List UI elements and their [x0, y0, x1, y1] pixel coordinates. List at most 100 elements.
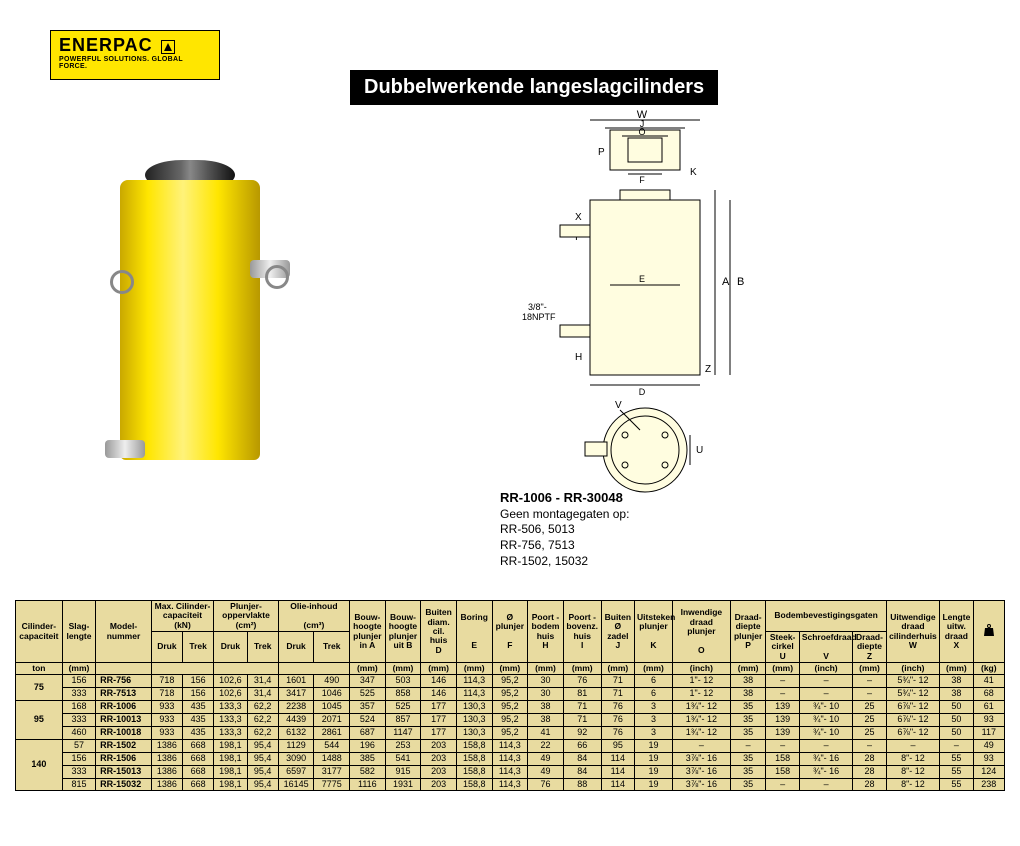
data-cell: RR-15032 [96, 778, 152, 791]
data-cell: RR-7513 [96, 688, 152, 701]
svg-text:3/8"-: 3/8"- [528, 302, 547, 312]
data-cell: 95 [601, 739, 634, 752]
logo-tagline: POWERFUL SOLUTIONS. GLOBAL FORCE. [59, 56, 211, 70]
sub-druk: Druk [214, 632, 247, 663]
table-row: 95168RR-1006933435133,362,22238104535752… [16, 701, 1005, 714]
col-b: Bouw-hoogteplunjeruit B [385, 601, 421, 663]
logo-arrow-icon [161, 40, 175, 54]
data-cell: 61 [973, 701, 1004, 714]
data-cell: 1386 [151, 765, 182, 778]
data-cell: 582 [350, 765, 386, 778]
data-cell: 41 [973, 675, 1004, 688]
data-cell: 4439 [278, 714, 314, 727]
data-cell: – [799, 778, 852, 791]
data-cell: 333 [62, 714, 95, 727]
table-row: 333RR-7513718156102,631,4341710465258581… [16, 688, 1005, 701]
data-cell: 668 [183, 778, 214, 791]
col-d: Buitendiam.cil. huisD [421, 601, 457, 663]
data-cell: 858 [385, 688, 421, 701]
data-cell: 102,6 [214, 675, 247, 688]
col-oil: Olie-inhoud(cm³) [278, 601, 349, 632]
unit: (mm) [730, 663, 766, 675]
data-cell: 139 [766, 701, 799, 714]
data-cell: 435 [183, 701, 214, 714]
data-cell: 815 [62, 778, 95, 791]
lift-ring-left [110, 270, 134, 294]
data-cell: 203 [421, 778, 457, 791]
data-cell: – [940, 739, 973, 752]
unit [151, 663, 213, 675]
data-cell: 6 [635, 675, 673, 688]
unit: (inch) [799, 663, 852, 675]
data-cell: 435 [183, 726, 214, 739]
data-cell: 71 [563, 714, 601, 727]
data-cell: 95,4 [247, 752, 278, 765]
data-cell: 95,2 [492, 726, 528, 739]
table-header: Cilinder-capaciteit Slag-lengte Model-nu… [16, 601, 1005, 675]
data-cell: 133,3 [214, 726, 247, 739]
data-cell: 6⅞"- 12 [886, 701, 939, 714]
data-cell: 196 [350, 739, 386, 752]
data-cell: 718 [151, 675, 182, 688]
data-cell: 177 [421, 701, 457, 714]
data-cell: 93 [973, 714, 1004, 727]
data-cell: 203 [421, 739, 457, 752]
data-cell: ¾"- 10 [799, 714, 852, 727]
data-cell: 50 [940, 701, 973, 714]
data-cell: 35 [730, 726, 766, 739]
svg-text:B: B [737, 276, 744, 288]
spec-table: Cilinder-capaciteit Slag-lengte Model-nu… [15, 600, 1005, 791]
data-cell: 158,8 [456, 765, 492, 778]
data-cell: 3177 [314, 765, 350, 778]
sub-u: Steek-cirkelU [766, 632, 799, 663]
data-cell: – [886, 739, 939, 752]
data-cell: 1046 [314, 688, 350, 701]
data-cell: 146 [421, 675, 457, 688]
svg-text:A: A [722, 276, 730, 288]
data-cell: 3417 [278, 688, 314, 701]
data-cell: 347 [350, 675, 386, 688]
data-cell: 35 [730, 714, 766, 727]
data-cell: 62,2 [247, 701, 278, 714]
data-cell: 95,2 [492, 688, 528, 701]
data-cell: 130,3 [456, 714, 492, 727]
data-cell: 25 [853, 714, 886, 727]
data-cell: 38 [940, 675, 973, 688]
unit: (inch) [672, 663, 730, 675]
data-cell: 2238 [278, 701, 314, 714]
data-cell: 1116 [350, 778, 386, 791]
data-cell: 84 [563, 765, 601, 778]
unit: (mm) [492, 663, 528, 675]
data-cell: RR-1006 [96, 701, 152, 714]
data-cell: 6⅞"- 12 [886, 726, 939, 739]
logo-brand-text: ENERPAC [59, 35, 153, 55]
data-cell: 5¾"- 12 [886, 688, 939, 701]
data-cell: 81 [563, 688, 601, 701]
data-cell: 238 [973, 778, 1004, 791]
data-cell: 139 [766, 714, 799, 727]
data-cell: 88 [563, 778, 601, 791]
data-cell: RR-1502 [96, 739, 152, 752]
data-cell: 76 [601, 726, 634, 739]
data-cell: 66 [563, 739, 601, 752]
data-cell: 1"- 12 [672, 675, 730, 688]
data-cell: 38 [940, 688, 973, 701]
data-cell: 25 [853, 701, 886, 714]
data-cell: 49 [528, 765, 564, 778]
unit: (mm) [62, 663, 95, 675]
data-cell: 668 [183, 765, 214, 778]
col-mounting: Bodembevestigingsgaten [766, 601, 886, 632]
col-j: BuitenØzadelJ [601, 601, 634, 663]
data-cell: 933 [151, 701, 182, 714]
data-cell: – [853, 688, 886, 701]
data-cell: 55 [940, 752, 973, 765]
data-cell: – [766, 739, 799, 752]
data-cell: 114 [601, 752, 634, 765]
data-cell: 333 [62, 765, 95, 778]
col-f: ØplunjerF [492, 601, 528, 663]
unit: (mm) [563, 663, 601, 675]
svg-text:F: F [639, 175, 645, 185]
unit: (mm) [766, 663, 799, 675]
data-cell: 156 [62, 752, 95, 765]
unit: (inch) [886, 663, 939, 675]
